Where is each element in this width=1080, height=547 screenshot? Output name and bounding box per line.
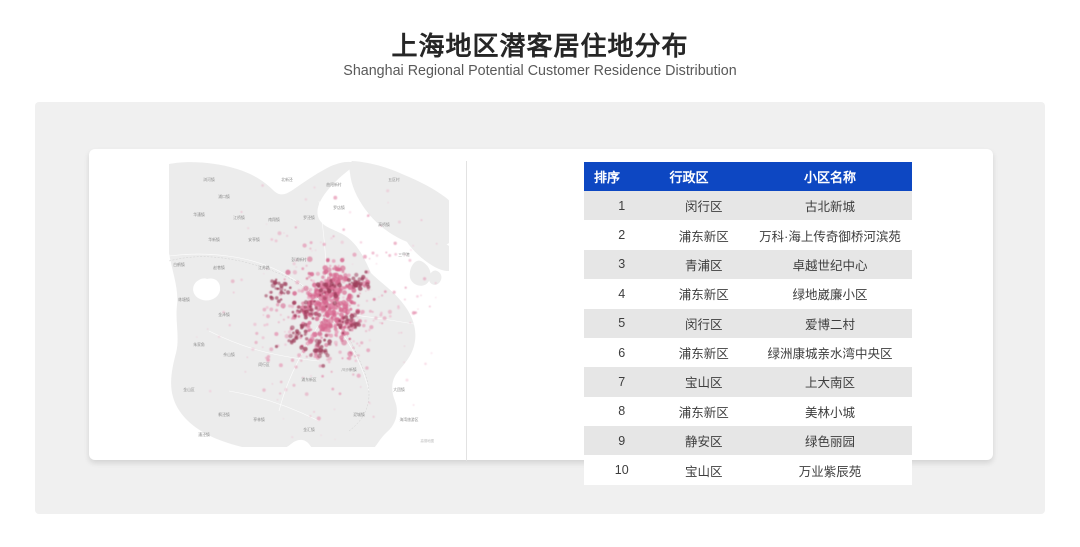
svg-text:漕泾镇: 漕泾镇 <box>198 432 210 437</box>
svg-text:三甲港: 三甲港 <box>398 252 410 257</box>
svg-text:安亭镇: 安亭镇 <box>248 237 260 242</box>
svg-text:川沙新镇: 川沙新镇 <box>341 367 356 372</box>
svg-text:北新泾: 北新泾 <box>281 177 293 182</box>
svg-text:华漕镇: 华漕镇 <box>193 212 205 217</box>
svg-text:佘山镇: 佘山镇 <box>223 352 235 357</box>
svg-text:江桥镇: 江桥镇 <box>233 215 245 220</box>
svg-text:练塘镇: 练塘镇 <box>178 297 190 302</box>
svg-text:南翔镇: 南翔镇 <box>268 217 280 222</box>
svg-text:海湾旅游区: 海湾旅游区 <box>400 417 419 422</box>
svg-text:朱家角: 朱家角 <box>193 342 205 347</box>
svg-text:赵巷镇: 赵巷镇 <box>213 265 225 270</box>
svg-text:曲阳新村: 曲阳新村 <box>326 182 341 187</box>
svg-text:华新镇: 华新镇 <box>208 237 220 242</box>
svg-text:大团镇: 大团镇 <box>393 387 405 392</box>
svg-text:金汇镇: 金汇镇 <box>303 427 315 432</box>
svg-text:高桥镇: 高桥镇 <box>378 222 390 227</box>
svg-text:高德地图: 高德地图 <box>420 438 434 443</box>
svg-text:五区村: 五区村 <box>388 177 400 182</box>
svg-text:浏河镇: 浏河镇 <box>203 177 215 182</box>
svg-text:亭林镇: 亭林镇 <box>253 417 265 422</box>
svg-text:江苏路: 江苏路 <box>258 265 270 270</box>
svg-text:金山区: 金山区 <box>183 387 195 392</box>
svg-text:泥城镇: 泥城镇 <box>353 412 365 417</box>
svg-text:罗泾镇: 罗泾镇 <box>303 215 315 220</box>
svg-text:金泽镇: 金泽镇 <box>218 312 230 317</box>
svg-text:浦口镇: 浦口镇 <box>218 194 230 199</box>
svg-text:闵行区: 闵行区 <box>258 362 270 367</box>
svg-text:枫泾镇: 枫泾镇 <box>218 412 230 417</box>
svg-text:浦东新区: 浦东新区 <box>301 377 316 382</box>
svg-text:白鹤镇: 白鹤镇 <box>173 262 185 267</box>
svg-text:彭浦新村: 彭浦新村 <box>291 257 306 262</box>
svg-text:罗店镇: 罗店镇 <box>333 205 345 210</box>
